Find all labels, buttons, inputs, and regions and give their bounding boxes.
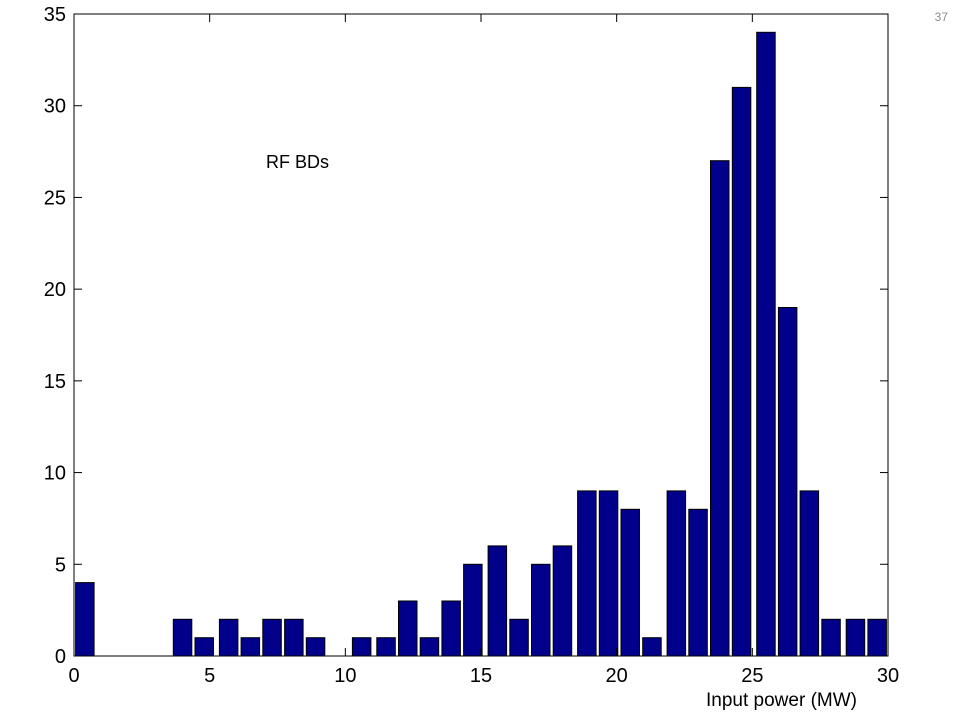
- bar: [284, 618, 304, 657]
- bar: [531, 563, 551, 657]
- x-tick-label: 25: [741, 665, 763, 687]
- bar: [845, 618, 866, 657]
- bar: [666, 490, 687, 657]
- bar: [218, 618, 239, 657]
- bar: [351, 637, 372, 657]
- x-tick-label: 20: [606, 665, 628, 687]
- bar: [598, 490, 619, 657]
- bar: [509, 618, 529, 657]
- bar: [710, 160, 730, 657]
- x-tick-label: 30: [877, 665, 899, 687]
- bar: [777, 307, 798, 657]
- bar: [240, 637, 261, 657]
- bar: [376, 637, 396, 657]
- y-tick-label: 15: [44, 371, 66, 393]
- y-tick-label: 20: [44, 279, 66, 301]
- y-tick-label: 35: [44, 4, 66, 26]
- bar: [194, 637, 214, 657]
- x-tick-label: 5: [204, 665, 215, 687]
- y-tick-label: 30: [44, 96, 66, 118]
- bar: [305, 637, 326, 657]
- ticks-group: 0 5 10 15 20 25 30 0 5 10 15 20 25 30 35: [44, 4, 899, 687]
- y-tick-label: 10: [44, 463, 66, 485]
- bar: [262, 618, 282, 657]
- plot-area: [73, 13, 889, 657]
- bar: [419, 637, 440, 657]
- bar: [577, 490, 597, 657]
- y-tick-label: 0: [55, 646, 66, 668]
- x-tick-label: 15: [470, 665, 492, 687]
- x-axis-label: Input power (MW): [706, 690, 857, 711]
- bar: [688, 508, 708, 657]
- bar: [552, 545, 573, 657]
- y-tick-label: 5: [55, 554, 66, 576]
- chart-annotation: RF BDs: [266, 152, 329, 172]
- bar: [821, 618, 841, 657]
- bar: [487, 545, 508, 657]
- bar: [172, 618, 193, 657]
- bars-group: [75, 31, 887, 657]
- x-tick-label: 0: [68, 665, 79, 687]
- bar: [799, 490, 820, 657]
- x-tick-label: 10: [334, 665, 356, 687]
- slide-number: 37: [934, 10, 948, 24]
- bar: [756, 31, 776, 657]
- bar: [75, 582, 95, 657]
- bar: [620, 508, 640, 657]
- bar: [463, 563, 483, 657]
- bar: [441, 600, 461, 657]
- bar: [731, 86, 752, 657]
- bar: [867, 618, 887, 657]
- y-tick-label: 25: [44, 187, 66, 209]
- bar: [398, 600, 418, 657]
- bar: [642, 637, 662, 657]
